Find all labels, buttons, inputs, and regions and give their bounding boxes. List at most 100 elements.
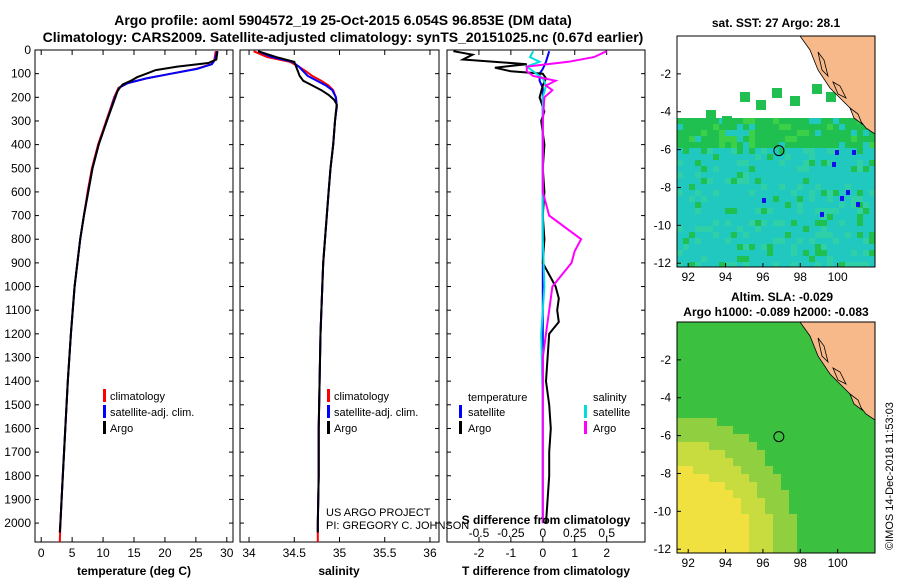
sst-cell (863, 142, 869, 148)
sst-cell (791, 238, 797, 244)
sst-cell (821, 208, 827, 214)
salinity-xlabel: salinity (318, 564, 360, 578)
sst-cell (707, 238, 713, 244)
legend-swatch-s-satellite (584, 405, 587, 418)
sst-cell (821, 154, 827, 160)
sst-cell (731, 136, 737, 142)
difference-panel: -2 -1 0 1 2 T difference from climatology S … (446, 49, 646, 578)
sla-cell (701, 498, 709, 506)
y-tick-label: 200 (11, 90, 31, 104)
sst-cell (755, 196, 761, 202)
sst-cell (713, 244, 719, 250)
sla-cell (709, 490, 717, 498)
sla-cell (781, 538, 789, 546)
sst-cell (785, 124, 791, 130)
sst-cell (833, 238, 839, 244)
sla-cell (741, 530, 749, 538)
sla-cell (733, 522, 741, 530)
sst-cell (707, 178, 713, 184)
sst-cell (755, 190, 761, 196)
sst-cell (707, 142, 713, 148)
sst-cell (857, 142, 863, 148)
sst-cell (863, 214, 869, 220)
island-1 (817, 337, 829, 364)
sst-cell (761, 166, 767, 172)
sst-cell (701, 172, 707, 178)
sla-cell (717, 458, 725, 466)
sst-cell (731, 178, 737, 184)
sst-cell (743, 118, 749, 124)
legend-swatch-t-argo (459, 421, 462, 434)
x-tick-label: 0 (38, 546, 45, 560)
sst-cell (677, 232, 683, 238)
sst-cell (803, 196, 809, 202)
sst-cell (803, 184, 809, 190)
sst-cell (731, 160, 737, 166)
sst-cell (833, 226, 839, 232)
sst-cell (731, 202, 737, 208)
y-tick-label: 300 (11, 114, 31, 128)
sla-cell (749, 498, 757, 506)
sst-cell (719, 256, 725, 262)
sst-cell (773, 244, 779, 250)
sst-cell (797, 232, 803, 238)
sst-cell (701, 202, 707, 208)
legend-s-satellite: satellite (593, 407, 630, 419)
sst-cell (869, 232, 875, 238)
sla-cell (685, 546, 693, 553)
sla-cell (677, 458, 685, 466)
sla-cell (725, 442, 733, 450)
sla-cell (757, 490, 765, 498)
sla-cell (709, 514, 717, 522)
sst-cell (677, 190, 683, 196)
sst-cell (719, 262, 725, 267)
map-y-tick-label: -2 (660, 353, 671, 367)
sst-cell (815, 160, 821, 166)
sst-cell (731, 166, 737, 172)
sst-cell (767, 214, 773, 220)
sst-cell (755, 226, 761, 232)
sst-cell (773, 214, 779, 220)
legend-argo: Argo (334, 423, 357, 435)
sst-cell (761, 142, 767, 148)
sst-cell (773, 220, 779, 226)
sst-cell (797, 196, 803, 202)
sst-cell (839, 160, 845, 166)
sst-cell (827, 250, 833, 256)
sst-cell (851, 160, 857, 166)
sst-cell (756, 100, 766, 110)
legend-satellite-adj: satellite-adj. clim. (110, 407, 194, 419)
sst-cell (815, 184, 821, 190)
sst-cell (677, 124, 683, 130)
map-y-tick-label: -6 (660, 429, 671, 443)
sla-cell (677, 514, 685, 522)
sla-cell (773, 482, 781, 490)
sst-cell (803, 232, 809, 238)
sst-cell (797, 154, 803, 160)
sst-cell (737, 226, 743, 232)
sla-cell (781, 522, 789, 530)
sst-cell (722, 116, 732, 126)
sst-cell (863, 136, 869, 142)
map-y-tick-label: -4 (660, 105, 671, 119)
sla-cell (693, 458, 701, 466)
sla-cell (757, 522, 765, 530)
sst-cell (791, 118, 797, 124)
y-tick-label: 800 (11, 232, 31, 246)
sst-cell (779, 184, 785, 190)
sst-cell (701, 238, 707, 244)
sst-cell (731, 118, 737, 124)
sla-cell (701, 474, 709, 482)
sst-cell (857, 160, 863, 166)
sla-cell (757, 474, 765, 482)
sst-cell (743, 148, 749, 154)
sst-cell (821, 124, 827, 130)
sla-cell (709, 506, 717, 514)
sst-cell (821, 190, 827, 196)
sla-cell (685, 450, 693, 458)
sst-cell (695, 256, 701, 262)
sla-cell (757, 506, 765, 514)
sla-cell (677, 538, 685, 546)
sst-cell (762, 198, 766, 203)
island-1 (817, 51, 829, 78)
